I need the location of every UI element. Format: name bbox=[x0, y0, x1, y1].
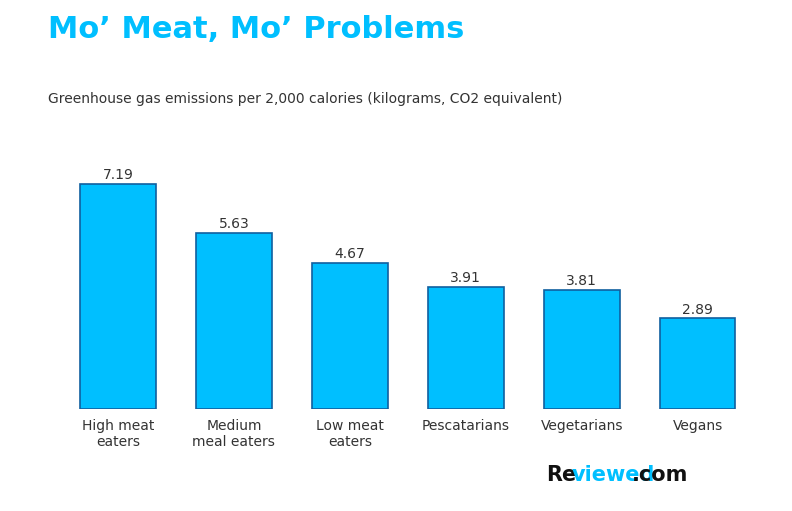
Text: 7.19: 7.19 bbox=[102, 168, 133, 182]
Bar bbox=[660, 318, 736, 409]
Bar bbox=[196, 233, 272, 409]
Text: 3.91: 3.91 bbox=[451, 271, 482, 285]
Bar bbox=[312, 263, 387, 409]
Text: Mo’ Meat, Mo’ Problems: Mo’ Meat, Mo’ Problems bbox=[48, 15, 464, 44]
Text: Greenhouse gas emissions per 2,000 calories (kilograms, CO2 equivalent): Greenhouse gas emissions per 2,000 calor… bbox=[48, 92, 562, 106]
Text: 4.67: 4.67 bbox=[334, 247, 365, 261]
Text: 3.81: 3.81 bbox=[566, 274, 597, 288]
Text: .com: .com bbox=[632, 466, 688, 485]
Bar bbox=[544, 290, 619, 409]
Text: Re: Re bbox=[546, 466, 577, 485]
Text: 5.63: 5.63 bbox=[219, 217, 249, 231]
Text: viewed: viewed bbox=[572, 466, 655, 485]
Bar bbox=[428, 287, 504, 409]
Bar bbox=[80, 184, 156, 409]
Text: 2.89: 2.89 bbox=[683, 303, 714, 317]
